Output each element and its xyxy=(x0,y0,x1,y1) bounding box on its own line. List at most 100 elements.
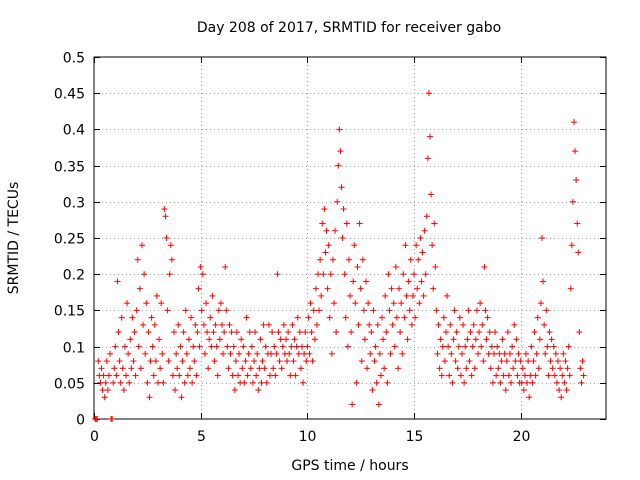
data-point xyxy=(177,343,184,350)
data-point xyxy=(447,321,454,328)
data-point xyxy=(336,126,343,133)
data-point xyxy=(452,358,459,365)
data-point xyxy=(159,350,166,357)
data-point xyxy=(529,379,536,386)
data-point xyxy=(428,191,435,198)
data-point xyxy=(541,321,548,328)
data-point xyxy=(214,372,221,379)
data-point xyxy=(576,329,583,336)
data-point xyxy=(449,379,456,386)
y-tick-label: 0.2 xyxy=(63,268,85,284)
data-point xyxy=(94,416,101,422)
data-point xyxy=(312,285,319,292)
data-point xyxy=(501,350,508,357)
data-point xyxy=(560,350,567,357)
data-point xyxy=(492,329,499,336)
data-point xyxy=(222,263,229,270)
y-tick-label: 0.1 xyxy=(63,341,85,357)
data-point xyxy=(472,336,479,343)
data-point xyxy=(241,379,248,386)
data-point xyxy=(107,350,113,357)
data-point xyxy=(179,358,186,365)
data-point xyxy=(113,372,120,379)
data-point xyxy=(471,365,478,372)
data-point xyxy=(131,329,138,336)
data-point xyxy=(203,300,209,307)
data-point xyxy=(420,292,427,299)
data-point xyxy=(261,365,268,372)
data-point xyxy=(255,387,262,394)
data-point xyxy=(456,314,463,321)
data-point xyxy=(446,372,453,379)
data-point xyxy=(439,343,446,350)
data-point xyxy=(161,206,168,213)
data-point xyxy=(124,300,131,307)
data-point xyxy=(435,321,442,328)
data-point xyxy=(451,307,458,314)
data-point xyxy=(169,372,176,379)
data-point xyxy=(373,379,380,386)
data-point xyxy=(459,350,465,357)
data-point xyxy=(359,256,366,263)
data-point xyxy=(288,343,295,350)
data-point xyxy=(239,365,246,372)
data-point xyxy=(235,372,241,379)
data-point xyxy=(217,300,224,307)
data-point xyxy=(333,329,340,336)
data-point xyxy=(276,358,283,365)
data-point xyxy=(548,336,555,343)
data-point xyxy=(433,307,440,314)
data-point xyxy=(342,314,349,321)
data-point xyxy=(534,314,541,321)
data-point xyxy=(184,372,191,379)
data-point xyxy=(467,329,474,336)
y-axis-label: SRMTID / TECUs xyxy=(6,182,22,295)
data-point xyxy=(278,365,285,372)
data-point xyxy=(345,256,352,263)
data-point xyxy=(431,220,438,227)
data-point xyxy=(334,198,341,205)
data-point xyxy=(224,343,231,350)
data-point xyxy=(275,329,282,336)
data-point xyxy=(140,321,147,328)
data-point xyxy=(399,350,406,357)
data-point xyxy=(379,314,385,321)
data-point xyxy=(400,271,407,278)
data-point xyxy=(416,300,423,307)
data-point xyxy=(175,321,182,328)
data-point xyxy=(247,365,254,372)
data-point xyxy=(151,321,158,328)
data-point xyxy=(294,314,301,321)
data-point xyxy=(98,365,105,372)
data-point xyxy=(242,358,249,365)
data-point xyxy=(364,365,371,372)
data-point xyxy=(198,307,205,314)
data-point xyxy=(291,336,298,343)
data-point xyxy=(486,329,493,336)
y-tick-label: 0.3 xyxy=(63,196,85,212)
data-point xyxy=(468,372,475,379)
data-point xyxy=(305,314,312,321)
data-point xyxy=(129,314,136,321)
data-point xyxy=(350,278,357,285)
data-point xyxy=(157,365,164,372)
data-point xyxy=(390,300,397,307)
data-point xyxy=(153,292,160,299)
data-point xyxy=(100,372,107,379)
data-point xyxy=(322,249,329,256)
data-point xyxy=(526,394,533,401)
data-point xyxy=(320,271,327,278)
data-point xyxy=(130,358,137,365)
data-point xyxy=(461,379,468,386)
data-point xyxy=(457,372,464,379)
data-point xyxy=(321,206,328,213)
data-point xyxy=(493,372,500,379)
data-point xyxy=(125,350,132,357)
data-point xyxy=(286,350,293,357)
data-point xyxy=(375,401,382,408)
data-point xyxy=(188,314,195,321)
data-point xyxy=(283,336,289,343)
data-series-srmtid xyxy=(92,90,587,422)
data-point xyxy=(277,336,284,343)
data-point xyxy=(401,314,408,321)
